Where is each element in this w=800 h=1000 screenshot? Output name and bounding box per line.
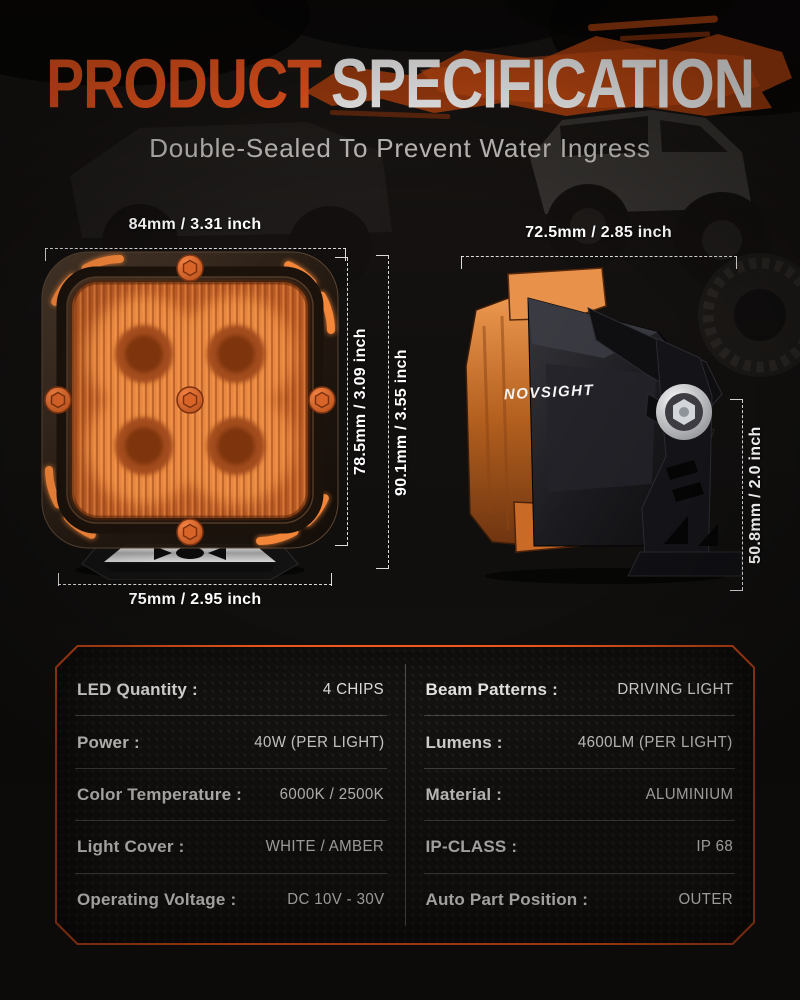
dim-front-width-top: 84mm / 3.31 inch	[128, 216, 262, 233]
spec-value: 6000K / 2500K	[280, 786, 385, 804]
dim-side-height: 50.8mm / 2.0 inch	[747, 426, 764, 564]
spec-label: Operating Voltage :	[77, 889, 237, 909]
side-view-diagram	[465, 267, 743, 584]
spec-column-left: LED Quantity : 4 CHIPS Power : 40W (PER …	[57, 664, 405, 926]
jeep-silhouette-right	[530, 110, 770, 288]
dim-front-height-outer: 90.1mm / 3.55 inch	[393, 349, 410, 497]
spec-row-led-quantity: LED Quantity : 4 CHIPS	[57, 664, 405, 716]
spec-label: Auto Part Position :	[425, 889, 589, 909]
page-title-secondary: SPECIFICATION	[330, 45, 755, 124]
dim-line-front-bottom	[58, 573, 332, 586]
spec-column-right: Beam Patterns : DRIVING LIGHT Lumens : 4…	[405, 664, 754, 926]
spec-label: LED Quantity :	[77, 680, 198, 700]
page-title-primary: PRODUCT	[46, 45, 322, 124]
dim-line-side-top	[461, 256, 737, 269]
spec-value: DC 10V - 30V	[287, 890, 385, 908]
brush-stroke	[305, 15, 792, 120]
spec-row-beam-patterns: Beam Patterns : DRIVING LIGHT	[406, 664, 754, 716]
dim-line-front-height-inner	[335, 257, 348, 546]
spec-value: 40W (PER LIGHT)	[254, 733, 385, 751]
led-chips	[115, 325, 265, 475]
spec-value: ALUMINIUM	[645, 786, 733, 804]
spec-table: LED Quantity : 4 CHIPS Power : 40W (PER …	[55, 645, 755, 945]
dim-side-width-top: 72.5mm / 2.85 inch	[525, 224, 672, 241]
spec-value: 4600LM (PER LIGHT)	[578, 733, 733, 751]
hex-bolt-icon	[656, 384, 712, 440]
spec-label: Beam Patterns :	[425, 680, 558, 700]
spec-value: 4 CHIPS	[323, 681, 385, 699]
spec-label: Power :	[77, 732, 140, 752]
spec-value: WHITE / AMBER	[265, 838, 385, 856]
spec-row-auto-part-position: Auto Part Position : OUTER	[406, 874, 754, 926]
spec-value: DRIVING LIGHT	[616, 681, 733, 699]
spec-label: Lumens :	[425, 732, 503, 752]
spec-value: IP 68	[696, 838, 733, 856]
spec-row-power: Power : 40W (PER LIGHT)	[57, 716, 405, 768]
spec-row-color-temperature: Color Temperature : 6000K / 2500K	[57, 769, 405, 821]
spec-row-light-cover: Light Cover : WHITE / AMBER	[57, 821, 405, 873]
spec-row-material: Material : ALUMINIUM	[406, 769, 754, 821]
dim-front-width-bottom: 75mm / 2.95 inch	[128, 591, 262, 608]
spec-label: Material :	[425, 785, 503, 805]
dim-front-height-inner: 78.5mm / 3.09 inch	[352, 328, 369, 476]
mounting-bracket	[627, 337, 743, 577]
arrow-icons	[154, 546, 226, 560]
page-title: PRODUCT SPECIFICATION	[0, 49, 800, 120]
page-subtitle: Double-Sealed To Prevent Water Ingress	[149, 133, 651, 163]
front-view-diagram	[41, 251, 339, 580]
dim-line-front-height-outer	[376, 255, 389, 569]
spec-label: IP-CLASS :	[425, 837, 518, 857]
spec-row-lumens: Lumens : 4600LM (PER LIGHT)	[406, 716, 754, 768]
spec-label: Color Temperature :	[77, 785, 243, 805]
spec-table-panel: LED Quantity : 4 CHIPS Power : 40W (PER …	[57, 647, 753, 943]
spec-row-operating-voltage: Operating Voltage : DC 10V - 30V	[57, 874, 405, 926]
hex-screws	[44, 254, 336, 546]
background-tire	[698, 253, 800, 377]
spec-value: OUTER	[678, 890, 733, 908]
spec-row-ip-class: IP-CLASS : IP 68	[406, 821, 754, 873]
dim-line-side-height	[730, 399, 743, 591]
side-housing	[527, 297, 723, 547]
spec-label: Light Cover :	[77, 837, 185, 857]
dim-line-front-top	[45, 248, 346, 261]
